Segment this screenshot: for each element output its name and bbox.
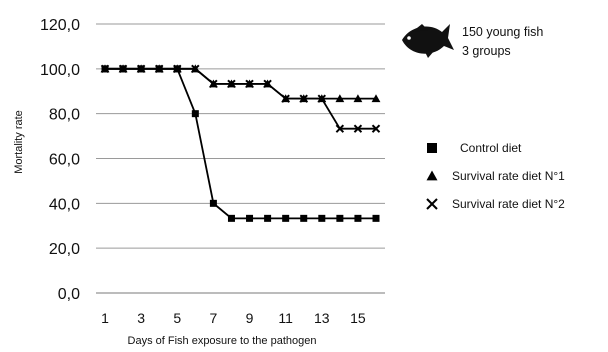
annotation-line-1: 150 young fish — [462, 25, 543, 39]
x-tick-label: 11 — [278, 310, 293, 326]
x-tick-label: 15 — [350, 310, 366, 326]
x-axis-ticks: 1 3 5 7 9 11 13 15 — [101, 310, 366, 326]
grid-lines — [96, 23, 385, 249]
y-tick-label: 100,0 — [40, 62, 80, 79]
marker-square — [372, 214, 380, 222]
marker-square — [318, 214, 326, 222]
marker-square — [354, 214, 362, 222]
marker-cross — [353, 124, 363, 133]
annotation-line-2: 3 groups — [462, 44, 511, 58]
y-tick-label: 40,0 — [49, 196, 80, 213]
fish-annotation: 150 young fish 3 groups — [402, 24, 543, 58]
marker-triangle — [426, 170, 438, 181]
marker-square — [119, 65, 127, 73]
marker-square — [137, 65, 145, 73]
marker-square — [300, 214, 308, 222]
legend-label: Control diet — [460, 141, 522, 155]
legend-label: Survival rate diet N°1 — [452, 169, 565, 183]
y-tick-label: 0,0 — [58, 286, 80, 303]
series-square — [101, 65, 380, 222]
marker-cross — [426, 198, 438, 210]
y-axis-label: Mortality rate — [13, 110, 25, 174]
x-tick-label: 3 — [137, 310, 145, 326]
marker-triangle — [245, 79, 254, 88]
marker-triangle — [209, 79, 218, 88]
legend: Control diet Survival rate diet N°1 Surviv… — [426, 141, 565, 211]
marker-square — [209, 199, 217, 207]
marker-triangle — [227, 79, 236, 88]
x-tick-label: 5 — [173, 310, 181, 326]
marker-square — [101, 65, 109, 73]
x-axis-label: Days of Fish exposure to the pathogen — [128, 335, 317, 347]
x-tick-label: 9 — [246, 310, 254, 326]
marker-triangle — [281, 94, 291, 103]
series-line — [105, 67, 376, 100]
marker-square — [282, 214, 290, 222]
x-tick-label: 1 — [101, 310, 109, 326]
series-line — [105, 67, 376, 220]
x-tick-label: 13 — [314, 310, 330, 326]
marker-square — [264, 214, 272, 222]
marker-square — [191, 110, 199, 118]
marker-square — [227, 214, 235, 222]
y-axis-ticks: 0,0 20,0 40,0 60,0 80,0 100,0 120,0 — [40, 17, 80, 303]
y-tick-label: 60,0 — [49, 152, 80, 169]
legend-label: Survival rate diet N°2 — [452, 197, 565, 211]
marker-square — [155, 65, 163, 73]
marker-square — [427, 143, 437, 153]
marker-triangle — [317, 94, 327, 103]
marker-square — [246, 214, 254, 222]
marker-triangle — [190, 64, 200, 73]
y-tick-label: 120,0 — [40, 17, 80, 34]
marker-square — [336, 214, 344, 222]
y-tick-label: 20,0 — [49, 241, 80, 258]
fish-icon — [402, 24, 454, 58]
marker-triangle — [371, 94, 381, 103]
marker-triangle — [299, 94, 309, 103]
marker-triangle — [353, 94, 363, 103]
x-tick-label: 7 — [210, 310, 218, 326]
marker-triangle — [335, 94, 345, 103]
y-tick-label: 80,0 — [49, 107, 80, 124]
marker-cross — [335, 124, 345, 133]
series-layer — [100, 64, 381, 222]
marker-cross — [371, 124, 381, 133]
marker-square — [173, 65, 181, 73]
marker-triangle — [263, 79, 272, 88]
